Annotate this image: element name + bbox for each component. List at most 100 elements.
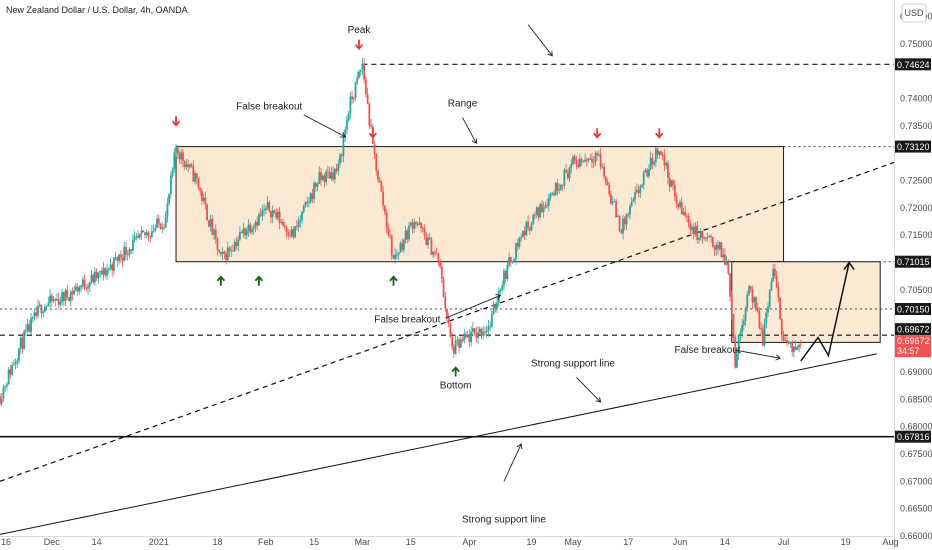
candle-body: [240, 232, 243, 234]
candle-body: [749, 286, 752, 290]
candle-body: [199, 187, 202, 192]
down-arrow-marker-icon: [592, 128, 602, 139]
candle-body: [408, 225, 410, 240]
candle-body: [121, 257, 124, 261]
candle-body: [687, 216, 690, 224]
candle-body: [470, 331, 473, 343]
price-axis-panel: [894, 0, 932, 550]
candle-body: [653, 161, 656, 165]
annotations: Peak Resistance False breakout Range False b…: [236, 0, 781, 525]
candle-body: [102, 268, 105, 275]
candle-body: [722, 254, 725, 258]
candle-body: [396, 254, 398, 256]
candle-body: [670, 180, 673, 187]
candle-body: [520, 236, 523, 238]
last-price-tag: [895, 335, 931, 358]
candle-body: [147, 232, 150, 237]
y-tick-label: 0.67000: [900, 476, 932, 486]
candle-body: [323, 175, 326, 183]
candle-body: [629, 206, 631, 215]
candle-body: [389, 234, 391, 236]
x-tick-label: Aug: [883, 537, 899, 547]
x-tick-label: 15: [406, 537, 416, 547]
annotation-pointer-head: [595, 397, 602, 403]
candle-body: [335, 168, 338, 171]
y-tick-label: 0.69000: [900, 367, 932, 377]
candle-body: [532, 214, 535, 224]
price-level-tag: [895, 323, 931, 336]
x-tick-label: Dec: [44, 537, 61, 547]
candle-body: [175, 147, 177, 153]
candle-body: [704, 237, 707, 239]
price-level-tag: [895, 303, 931, 316]
candle-body: [220, 251, 222, 254]
candle-body: [249, 224, 252, 233]
candle-body: [61, 292, 64, 303]
candle-body: [4, 386, 7, 388]
candle-body: [453, 346, 455, 354]
annotation-pointer: [462, 117, 477, 144]
down-arrow-marker-icon: [354, 39, 364, 51]
candle-body: [675, 196, 678, 204]
candle-body: [777, 286, 780, 298]
candle-body: [90, 274, 93, 283]
candle-body: [775, 275, 778, 287]
candle-body: [715, 244, 718, 250]
candle-body: [42, 311, 45, 314]
candle-body: [354, 82, 357, 98]
candle-body: [635, 189, 638, 193]
candle-body: [792, 346, 795, 353]
annotation-pointer-head: [471, 138, 478, 145]
candle-body: [437, 253, 440, 261]
y-tick-label: 0.72500: [900, 175, 932, 185]
candle-body: [799, 344, 802, 346]
candle-body: [230, 250, 233, 252]
candle-body: [625, 214, 628, 225]
y-tick-label: 0.70500: [900, 285, 932, 295]
candle-body: [85, 287, 88, 289]
candle-body: [187, 164, 190, 168]
down-arrow-marker-icon: [655, 128, 664, 139]
candle-body: [451, 336, 454, 347]
candle-body: [207, 220, 210, 227]
candle-body: [135, 235, 138, 237]
annotation-label: Strong support line: [462, 514, 546, 525]
y-tick-label: 0.71500: [900, 230, 932, 240]
candle-body: [767, 306, 769, 313]
y-tick-label: 0.75000: [900, 39, 932, 49]
candle-body: [649, 157, 652, 170]
currency-button[interactable]: USD: [901, 3, 927, 23]
candle-body: [214, 229, 217, 239]
candle-body: [363, 63, 366, 80]
candle-body: [525, 221, 528, 235]
candle-body: [378, 179, 381, 183]
x-tick-label: May: [564, 537, 582, 547]
candle-body: [506, 264, 509, 279]
candle-body: [137, 235, 139, 238]
candle-body: [679, 202, 681, 207]
candle-body: [415, 222, 417, 224]
candle-body: [69, 291, 72, 302]
candle-body: [746, 293, 749, 309]
candle-body: [283, 225, 286, 227]
candle-body: [575, 160, 578, 165]
candle-body: [682, 211, 685, 215]
candle-body: [282, 222, 284, 226]
candle-body: [592, 162, 595, 163]
candle-body: [14, 362, 17, 365]
candle-body: [641, 184, 643, 187]
candle-body: [195, 173, 198, 179]
candle-body: [138, 233, 141, 238]
x-tick-label: 14: [92, 537, 102, 547]
annotation-label: Strong support line: [531, 358, 615, 369]
candle-body: [311, 193, 314, 200]
candle-body: [228, 247, 231, 251]
candle-body: [717, 244, 719, 249]
annotation-label: False breakout: [675, 345, 741, 356]
chart-title: New Zealand Dollar / U.S. Dollar, 4h, OA…: [6, 5, 188, 15]
candle-body: [185, 164, 188, 168]
candle-body: [308, 202, 310, 203]
candle-body: [123, 246, 126, 261]
